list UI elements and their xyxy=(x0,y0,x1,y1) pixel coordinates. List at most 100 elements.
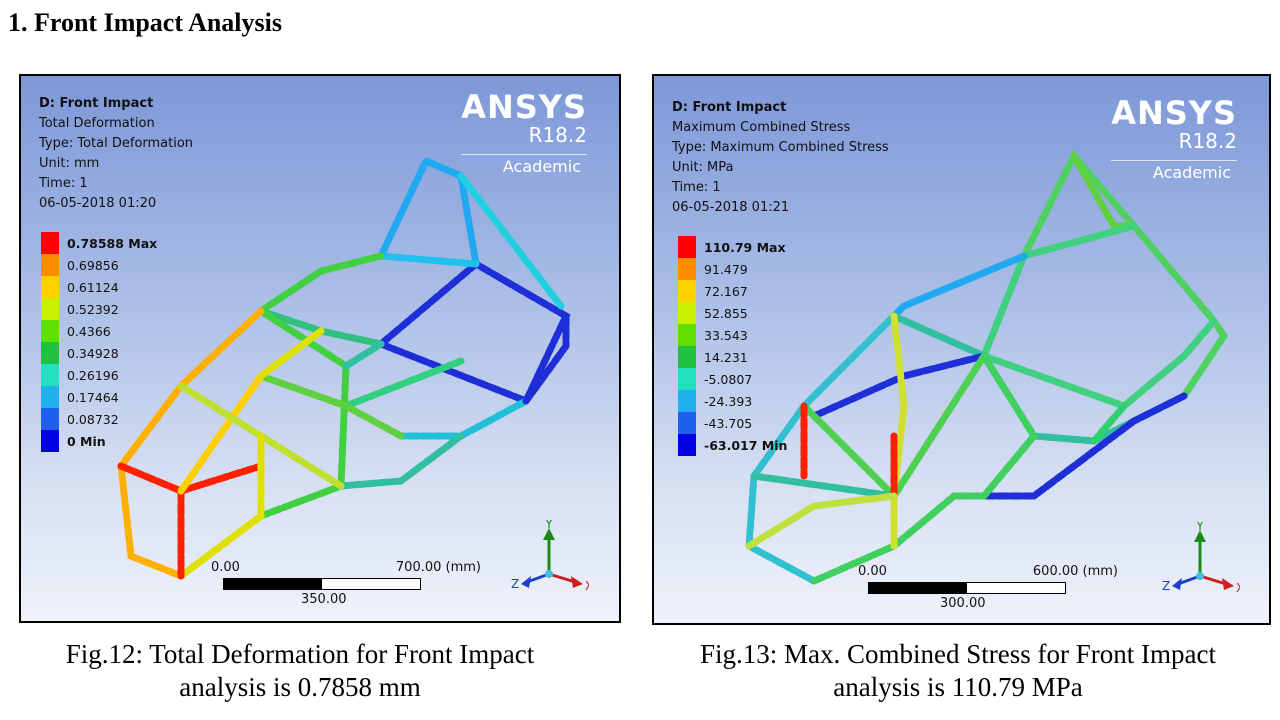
axis-triad-icon: Y X Z xyxy=(511,520,589,593)
info-date: 06-05-2018 01:21 xyxy=(672,200,790,215)
legend-entry: 0.4366 xyxy=(41,320,157,342)
legend-label: 33.543 xyxy=(704,327,748,343)
caption-line: Fig.13: Max. Combined Stress for Front I… xyxy=(700,639,1216,669)
caption-line: Fig.12: Total Deformation for Front Impa… xyxy=(65,639,535,669)
caption-fig13: Fig.13: Max. Combined Stress for Front I… xyxy=(658,638,1258,704)
legend-swatch xyxy=(678,258,696,280)
legend-label: 0.4366 xyxy=(67,323,111,339)
triad-x-label: X xyxy=(585,579,589,593)
legend-label: 0.08732 xyxy=(67,411,119,427)
frame-model-deformation xyxy=(117,156,571,580)
legend-swatch xyxy=(41,254,59,276)
legend-swatch xyxy=(41,342,59,364)
triad-z-label: Z xyxy=(511,577,519,591)
legend-swatch xyxy=(41,430,59,452)
legend-entry: 0.34928 xyxy=(41,342,157,364)
legend-swatch xyxy=(41,276,59,298)
legend-swatch xyxy=(678,368,696,390)
scale-mid-label: 350.00 xyxy=(301,592,347,607)
brand-release: R18.2 xyxy=(528,123,587,147)
legend-label: 52.855 xyxy=(704,305,748,321)
legend-swatch xyxy=(678,236,696,258)
legend-entry: -63.017 Min xyxy=(678,434,787,456)
info-unit: Unit: MPa xyxy=(672,160,734,175)
legend-label: 0.78588 Max xyxy=(67,235,158,251)
scale-bar: 0.00 600.00 (mm) 300.00 xyxy=(858,564,1118,616)
frame-model-stress xyxy=(745,149,1229,585)
ansys-logo: ANSYS R18.2 Academic xyxy=(461,90,587,178)
caption-line: analysis is 0.7858 mm xyxy=(179,672,421,702)
scale-left-label: 0.00 xyxy=(858,564,887,579)
caption-fig12: Fig.12: Total Deformation for Front Impa… xyxy=(20,638,580,704)
figure-combined-stress: D: Front Impact Maximum Combined Stress … xyxy=(652,74,1271,625)
legend-entry: 0.69856 xyxy=(41,254,157,276)
section-heading: 1. Front Impact Analysis xyxy=(8,8,282,37)
legend-entry: 33.543 xyxy=(678,324,787,346)
legend-swatch xyxy=(678,280,696,302)
brand-name: ANSYS xyxy=(461,88,587,126)
triad-y-label: Y xyxy=(1195,522,1204,533)
triad-y-label: Y xyxy=(544,520,553,531)
legend-swatch xyxy=(41,386,59,408)
info-type: Type: Maximum Combined Stress xyxy=(672,140,889,155)
legend-swatch xyxy=(678,302,696,324)
legend-entry: 52.855 xyxy=(678,302,787,324)
legend-label: 0.52392 xyxy=(67,301,119,317)
legend-entry: -43.705 xyxy=(678,412,787,434)
brand-edition: Academic xyxy=(461,154,587,178)
scale-bar-graphic xyxy=(868,582,1066,594)
legend-label: 0.17464 xyxy=(67,389,119,405)
legend-label: 0.26196 xyxy=(67,367,119,383)
legend-entry: 0.78588 Max xyxy=(41,232,157,254)
legend-entry: -5.0807 xyxy=(678,368,787,390)
legend-label: -43.705 xyxy=(704,415,753,431)
brand-name: ANSYS xyxy=(1111,94,1237,132)
figure-total-deformation: D: Front Impact Total Deformation Type: … xyxy=(19,74,621,623)
legend-label: 91.479 xyxy=(704,261,748,277)
color-legend: 0.78588 Max 0.69856 0.61124 0.52392 0.43… xyxy=(41,232,157,452)
legend-swatch xyxy=(41,298,59,320)
triad-z-label: Z xyxy=(1162,579,1170,593)
legend-entry: 0.17464 xyxy=(41,386,157,408)
legend-label: 0.69856 xyxy=(67,257,119,273)
info-result-name: Maximum Combined Stress xyxy=(672,120,851,135)
info-time: Time: 1 xyxy=(39,176,88,191)
legend-entry: 91.479 xyxy=(678,258,787,280)
legend-swatch xyxy=(41,408,59,430)
legend-label: -5.0807 xyxy=(704,371,753,387)
legend-label: 72.167 xyxy=(704,283,748,299)
info-unit: Unit: mm xyxy=(39,156,100,171)
legend-entry: 0.61124 xyxy=(41,276,157,298)
legend-entry: 0.26196 xyxy=(41,364,157,386)
brand-release: R18.2 xyxy=(1178,129,1237,153)
legend-entry: 0 Min xyxy=(41,430,157,452)
legend-label: 0.34928 xyxy=(67,345,119,361)
info-title: D: Front Impact xyxy=(672,100,787,115)
scale-right-label: 700.00 (mm) xyxy=(395,560,481,575)
legend-label: 0 Min xyxy=(67,433,106,449)
legend-entry: -24.393 xyxy=(678,390,787,412)
legend-entry: 0.08732 xyxy=(41,408,157,430)
legend-label: 0.61124 xyxy=(67,279,119,295)
caption-line: analysis is 110.79 MPa xyxy=(833,672,1083,702)
legend-swatch xyxy=(678,324,696,346)
legend-label: 14.231 xyxy=(704,349,748,365)
scale-right-label: 600.00 (mm) xyxy=(1032,564,1118,579)
legend-swatch xyxy=(678,390,696,412)
legend-swatch xyxy=(41,320,59,342)
result-info: D: Front Impact Total Deformation Type: … xyxy=(39,94,193,214)
color-legend: 110.79 Max 91.479 72.167 52.855 33.543 1… xyxy=(678,236,787,456)
legend-swatch xyxy=(678,434,696,456)
info-title: D: Front Impact xyxy=(39,96,154,111)
brand-edition: Academic xyxy=(1111,160,1237,184)
scale-left-label: 0.00 xyxy=(211,560,240,575)
scale-mid-label: 300.00 xyxy=(940,596,986,611)
legend-entry: 110.79 Max xyxy=(678,236,787,258)
ansys-logo: ANSYS R18.2 Academic xyxy=(1111,96,1237,184)
info-date: 06-05-2018 01:20 xyxy=(39,196,157,211)
result-info: D: Front Impact Maximum Combined Stress … xyxy=(672,98,889,218)
triad-x-label: X xyxy=(1236,581,1240,595)
legend-swatch xyxy=(678,346,696,368)
scale-bar: 0.00 700.00 (mm) 350.00 xyxy=(211,560,481,612)
info-time: Time: 1 xyxy=(672,180,721,195)
